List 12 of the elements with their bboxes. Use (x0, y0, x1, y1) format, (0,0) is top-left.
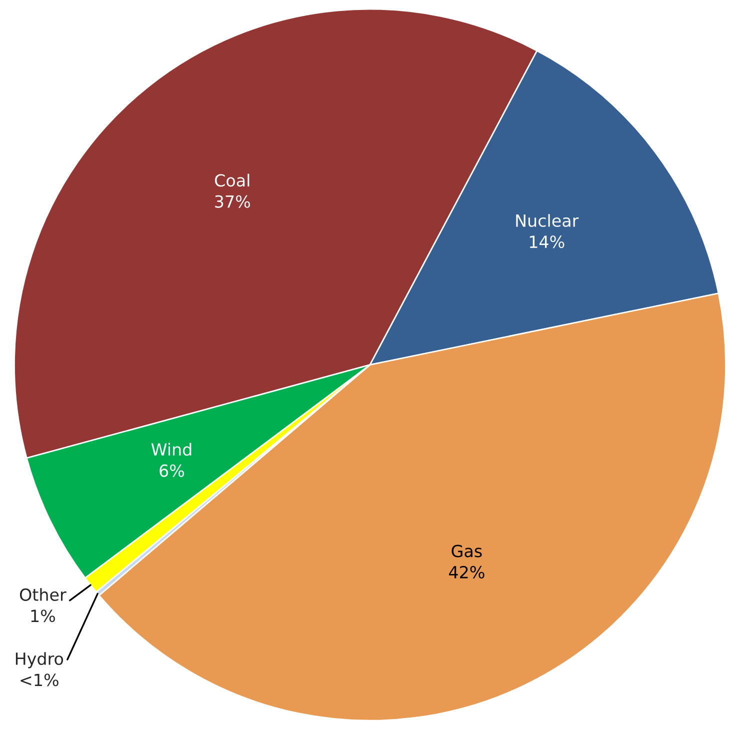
data-label: 6% (160, 464, 184, 477)
slice-label: Hydro (16, 652, 64, 668)
data-label: 42% (448, 566, 484, 579)
slice-label: Nuclear (516, 214, 579, 227)
slice-label: Other (20, 588, 66, 601)
data-label: 14% (530, 236, 564, 248)
slice-label: Wind (151, 442, 192, 456)
slice-label: Gas (452, 544, 482, 558)
slice-label: Coal (214, 174, 250, 187)
data-label: 37% (215, 195, 250, 208)
data-label: 1% (31, 610, 55, 622)
data-label: <1% (20, 674, 58, 686)
